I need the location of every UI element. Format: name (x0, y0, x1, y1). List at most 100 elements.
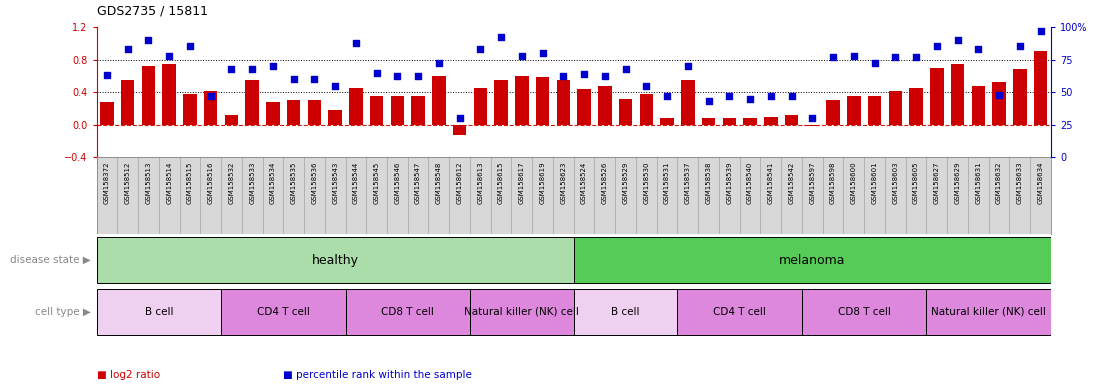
Bar (595, 157, 615, 234)
Point (555, 73, 573, 79)
Bar (535, 78, 550, 125)
Point (991, 92, 1008, 98)
Point (700, 98, 717, 104)
Bar (968, 157, 988, 234)
Bar (366, 157, 387, 234)
Bar (598, 86, 612, 125)
Text: GSM158547: GSM158547 (415, 161, 421, 204)
Text: GSM158537: GSM158537 (685, 161, 691, 204)
Point (472, 46, 489, 52)
Bar (744, 118, 757, 125)
Bar (885, 157, 906, 234)
Text: GSM158542: GSM158542 (789, 161, 794, 204)
Bar (97, 237, 574, 283)
Bar (138, 157, 159, 234)
Text: Natural killer (NK) cell: Natural killer (NK) cell (464, 307, 579, 317)
Bar (495, 80, 508, 125)
Point (181, 43, 199, 50)
Point (430, 60, 448, 66)
Text: GSM158539: GSM158539 (726, 161, 733, 204)
Bar (97, 289, 220, 335)
Point (244, 66, 261, 72)
Point (326, 83, 343, 89)
Point (306, 76, 324, 82)
Bar (262, 157, 283, 234)
Bar (511, 157, 532, 234)
Bar (453, 125, 466, 134)
Bar (636, 157, 657, 234)
Point (513, 53, 531, 59)
Text: CD8 T cell: CD8 T cell (382, 307, 434, 317)
Text: B cell: B cell (145, 307, 173, 317)
Point (534, 50, 552, 56)
Point (762, 93, 780, 99)
Text: GSM158372: GSM158372 (104, 161, 110, 204)
Bar (615, 157, 636, 234)
Text: GSM158541: GSM158541 (768, 161, 773, 204)
Bar (267, 102, 280, 125)
Text: GSM158634: GSM158634 (1038, 161, 1043, 204)
Text: GSM158598: GSM158598 (830, 161, 836, 204)
Bar (370, 96, 383, 125)
Bar (429, 157, 450, 234)
Point (721, 93, 738, 99)
Bar (490, 157, 511, 234)
Text: cell type ▶: cell type ▶ (35, 307, 91, 317)
Bar (162, 64, 176, 125)
Point (783, 93, 801, 99)
Bar (556, 80, 570, 125)
Text: GSM158538: GSM158538 (705, 161, 712, 204)
Bar (951, 64, 964, 125)
Bar (868, 96, 881, 125)
Text: GSM158627: GSM158627 (934, 161, 940, 204)
Point (1032, 28, 1050, 34)
Point (285, 76, 303, 82)
Text: CD8 T cell: CD8 T cell (838, 307, 891, 317)
Text: GSM158629: GSM158629 (954, 161, 961, 204)
Bar (988, 157, 1009, 234)
Bar (823, 157, 844, 234)
Bar (702, 118, 715, 125)
Bar (432, 76, 445, 125)
Text: Natural killer (NK) cell: Natural killer (NK) cell (931, 307, 1047, 317)
Bar (760, 157, 781, 234)
Bar (930, 68, 943, 125)
Bar (325, 157, 346, 234)
Bar (1009, 157, 1030, 234)
Point (617, 66, 634, 72)
Text: GSM158515: GSM158515 (186, 161, 193, 204)
Text: GSM158612: GSM158612 (456, 161, 463, 204)
Bar (100, 102, 114, 125)
Bar (574, 237, 1051, 283)
Bar (225, 115, 238, 125)
Bar (450, 157, 470, 234)
Point (388, 73, 406, 79)
Text: GSM158546: GSM158546 (395, 161, 400, 204)
Text: GSM158512: GSM158512 (125, 161, 131, 204)
Text: ■ percentile rank within the sample: ■ percentile rank within the sample (283, 370, 472, 380)
Bar (246, 80, 259, 125)
Bar (723, 118, 736, 125)
Bar (719, 157, 739, 234)
Point (264, 63, 282, 69)
Point (596, 73, 613, 79)
Text: GSM158516: GSM158516 (207, 161, 214, 204)
Point (742, 96, 759, 102)
Text: GSM158617: GSM158617 (519, 161, 524, 204)
Bar (346, 157, 366, 234)
Bar (927, 157, 947, 234)
Point (845, 53, 862, 59)
Bar (1013, 69, 1027, 125)
Bar (678, 157, 698, 234)
Text: GSM158632: GSM158632 (996, 161, 1002, 204)
Bar (802, 289, 927, 335)
Bar (283, 157, 304, 234)
Point (658, 93, 676, 99)
Bar (927, 289, 1051, 335)
Bar (201, 157, 220, 234)
Point (575, 71, 592, 77)
Text: GSM158513: GSM158513 (146, 161, 151, 204)
Text: GSM158530: GSM158530 (643, 161, 649, 204)
Bar (220, 289, 346, 335)
Bar (220, 157, 241, 234)
